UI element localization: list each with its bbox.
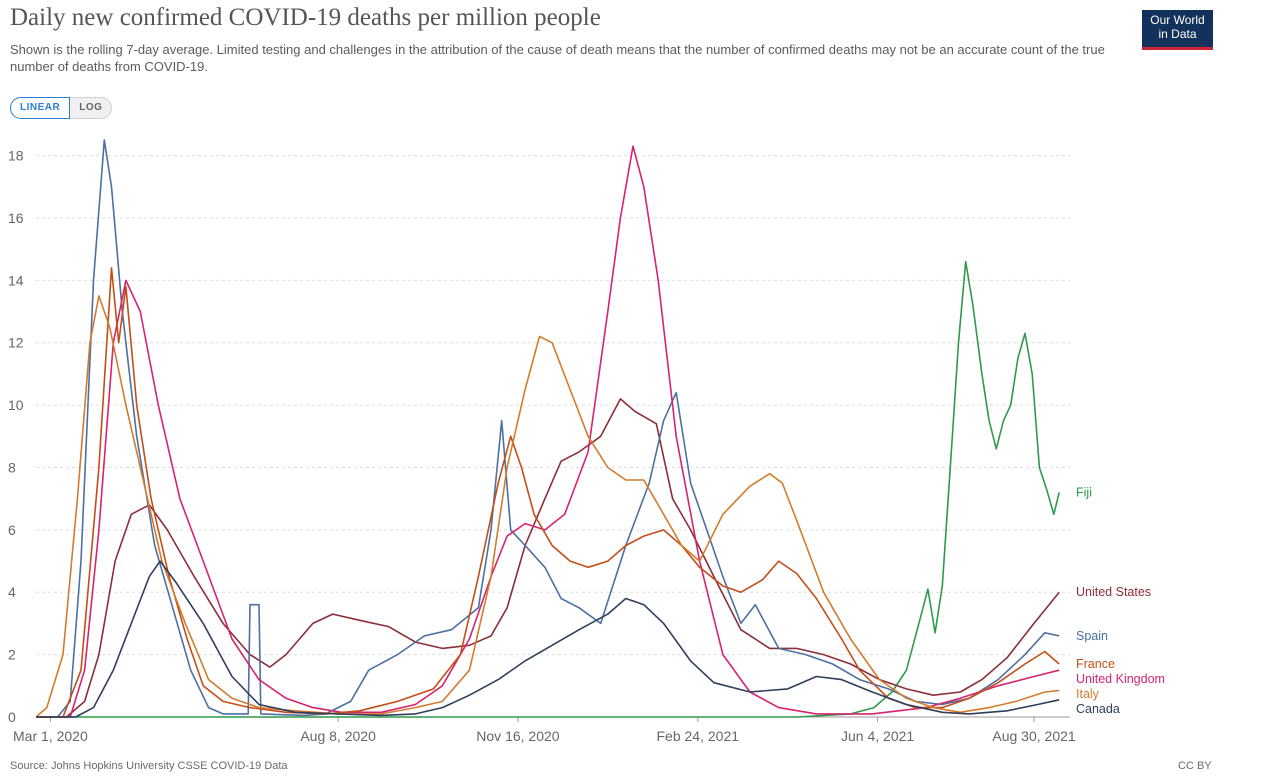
y-tick-label: 10	[8, 397, 24, 413]
series-line-united-kingdom	[36, 145, 1060, 718]
x-tick-label: Aug 30, 2021	[992, 728, 1076, 744]
x-tick-label: Jun 4, 2021	[841, 728, 914, 744]
owid-logo[interactable]: Our World in Data	[1142, 10, 1213, 50]
y-tick-label: 2	[8, 647, 16, 663]
chart-title: Daily new confirmed COVID-19 deaths per …	[10, 4, 601, 31]
y-tick-label: 8	[8, 459, 16, 475]
series-line-italy	[35, 295, 1060, 718]
series-label-united-kingdom: United Kingdom	[1076, 672, 1165, 686]
series-line-france	[36, 267, 1060, 718]
y-tick-label: 16	[8, 210, 24, 226]
series-line-fiji	[36, 260, 1060, 718]
y-tick-label: 4	[8, 584, 16, 600]
series-label-italy: Italy	[1076, 687, 1100, 701]
series-label-united-states: United States	[1076, 585, 1151, 599]
series-label-fiji: Fiji	[1076, 485, 1092, 499]
series-label-spain: Spain	[1076, 629, 1108, 643]
x-tick-label: Mar 1, 2020	[13, 728, 88, 744]
x-tick-label: Aug 8, 2020	[300, 728, 376, 744]
series-label-france: France	[1076, 657, 1115, 671]
x-tick-label: Nov 16, 2020	[476, 728, 559, 744]
y-tick-label: 18	[8, 148, 24, 164]
y-tick-label: 0	[8, 709, 16, 725]
y-tick-label: 12	[8, 335, 24, 351]
series-line-canada	[36, 560, 1060, 718]
chart-subtitle: Shown is the rolling 7-day average. Limi…	[10, 42, 1105, 74]
series-line-spain	[36, 139, 1060, 718]
logo-line-2: in Data	[1158, 27, 1197, 41]
source-note[interactable]: Source: Johns Hopkins University CSSE CO…	[10, 760, 288, 772]
y-tick-label: 14	[8, 272, 24, 288]
y-tick-label: 6	[8, 522, 16, 538]
license-note[interactable]: CC BY	[1178, 760, 1212, 772]
scale-toggle: LINEAR LOG	[10, 97, 113, 119]
series-label-canada: Canada	[1076, 702, 1120, 716]
logo-line-1: Our World	[1150, 13, 1205, 27]
series-line-united-states	[36, 398, 1060, 718]
log-scale-button[interactable]: LOG	[70, 97, 113, 119]
x-tick-label: Feb 24, 2021	[657, 728, 740, 744]
linear-scale-button[interactable]: LINEAR	[10, 97, 71, 119]
